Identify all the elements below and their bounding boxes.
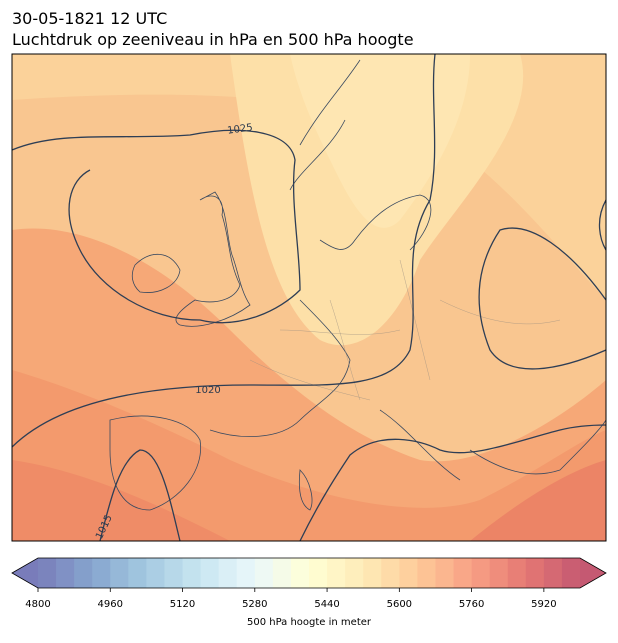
- map: [12, 54, 606, 541]
- colorbar-band: [327, 558, 346, 588]
- colorbar-band: [363, 558, 382, 588]
- colorbar-band: [525, 558, 545, 588]
- colorbar-band: [399, 558, 418, 588]
- colorbar-band: [507, 558, 527, 588]
- colorbar-band: [381, 558, 400, 588]
- colorbar-extend-high: [580, 558, 606, 588]
- colorbar-band: [110, 558, 129, 588]
- colorbar-label: 500 hPa hoogte in meter: [247, 617, 372, 628]
- colorbar-band: [345, 558, 364, 588]
- map-frame: [11, 53, 607, 542]
- contour-label: 1020: [195, 385, 220, 396]
- colorbar-tick-label: 5920: [531, 599, 556, 610]
- colorbar-tick-label: 5120: [170, 599, 195, 610]
- colorbar-band: [92, 558, 111, 588]
- colorbar-band: [74, 558, 93, 588]
- colorbar-band: [146, 558, 165, 588]
- colorbar-band: [254, 558, 274, 588]
- colorbar-band: [218, 558, 238, 588]
- colorbar-band: [290, 558, 310, 588]
- title: Luchtdruk op zeeniveau in hPa en 500 hPa…: [12, 30, 414, 49]
- colorbar-band: [561, 558, 581, 588]
- colorbar-band: [164, 558, 184, 588]
- colorbar-band: [200, 558, 220, 588]
- colorbar-band: [543, 558, 563, 588]
- contour-label: 1025: [227, 122, 254, 136]
- colorbar-band: [471, 558, 491, 588]
- colorbar-extend-low: [12, 558, 38, 588]
- colorbar-band: [435, 558, 455, 588]
- colorbar-tick-label: 5600: [387, 599, 412, 610]
- colorbar-band: [182, 558, 202, 588]
- colorbar-band: [128, 558, 147, 588]
- colorbar-band: [56, 558, 75, 588]
- date: 30-05-1821 12 UTC: [12, 9, 167, 28]
- colorbar-band: [38, 558, 57, 588]
- colorbar-band: [309, 558, 328, 588]
- colorbar-band: [272, 558, 292, 588]
- colorbar-band: [489, 558, 509, 588]
- colorbar-tick-label: 4960: [98, 599, 123, 610]
- colorbar-tick-label: 5440: [314, 599, 339, 610]
- colorbar-band: [453, 558, 473, 588]
- colorbar-tick-label: 4800: [25, 599, 50, 610]
- colorbar-tick-label: 5760: [459, 599, 484, 610]
- colorbar-band: [417, 558, 436, 588]
- colorbar-band: [236, 558, 256, 588]
- colorbar-tick-label: 5280: [242, 599, 267, 610]
